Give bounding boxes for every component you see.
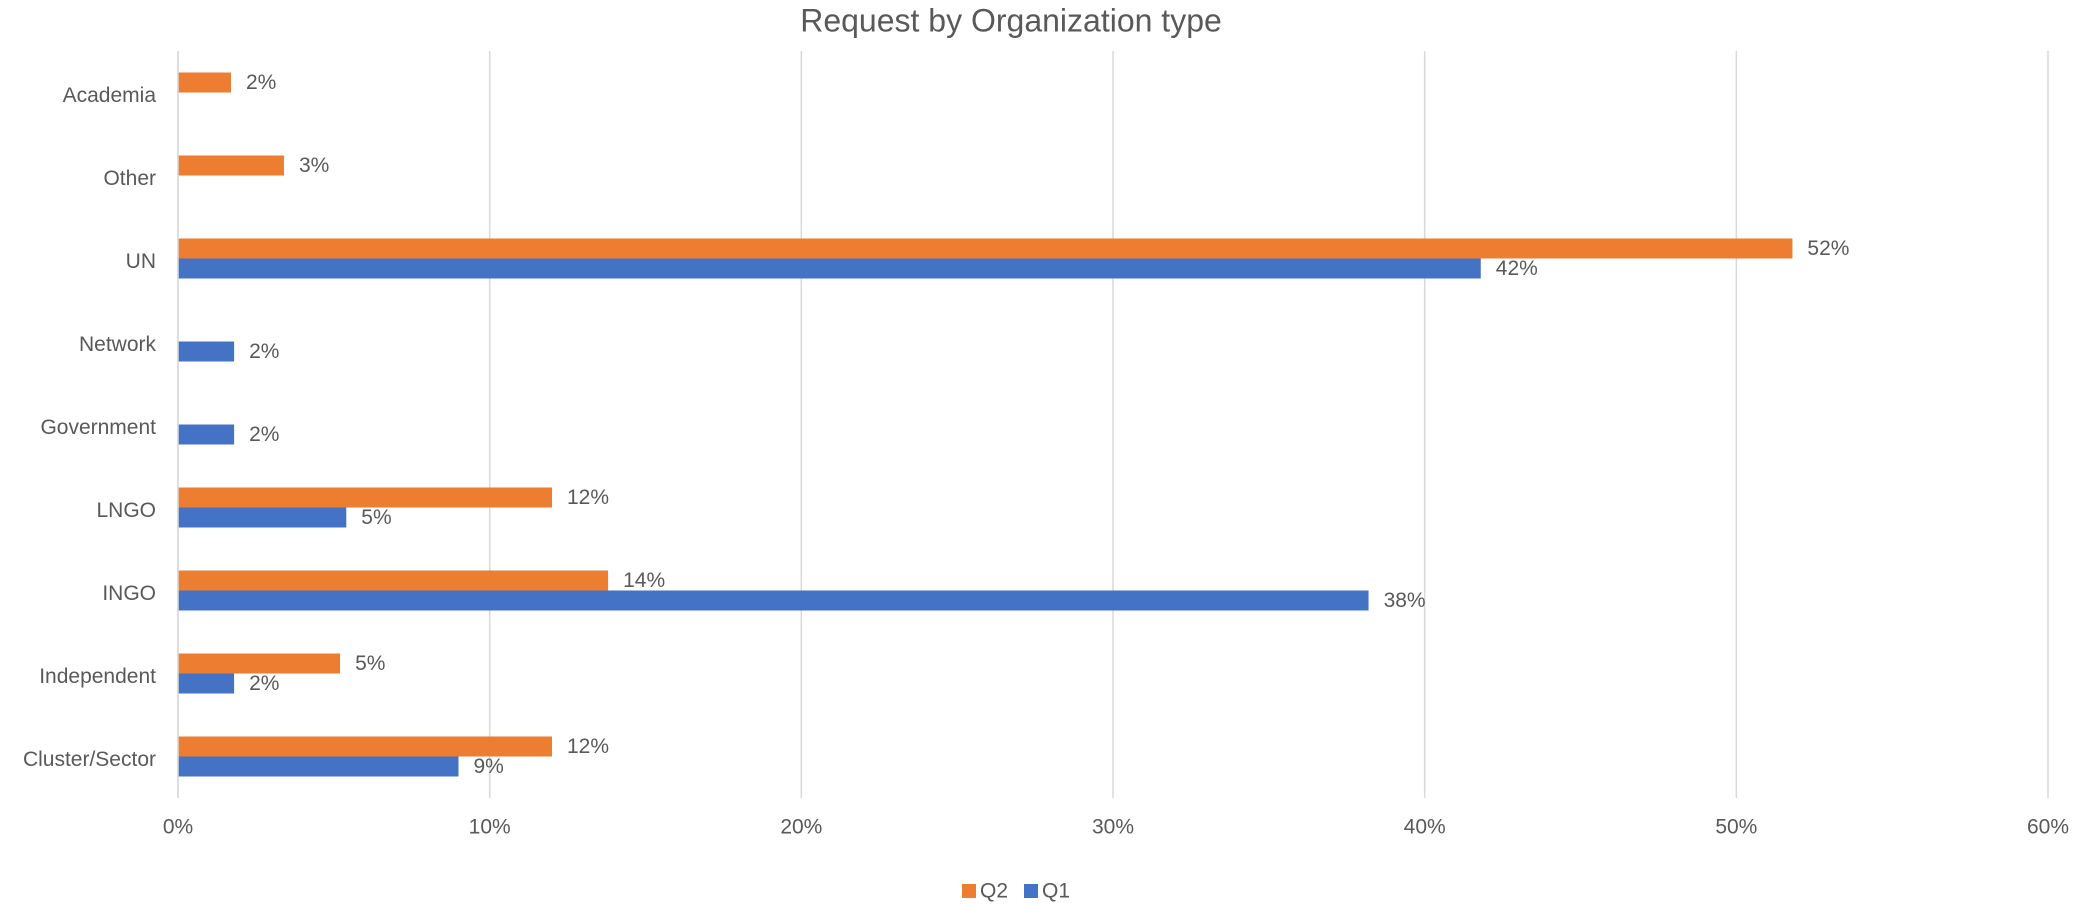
y-tick-label: Academia [63, 84, 157, 107]
bar [178, 653, 341, 674]
data-label: 38% [1384, 589, 1426, 612]
data-label: 2% [249, 423, 279, 446]
x-tick-label: 50% [1715, 816, 1757, 839]
x-tick-label: 60% [2027, 816, 2069, 839]
y-tick-label: Government [40, 416, 156, 439]
bar [178, 507, 347, 528]
bar [178, 238, 1793, 259]
data-label: 5% [361, 506, 391, 529]
data-label: 3% [299, 154, 329, 177]
legend-swatch [962, 884, 976, 898]
data-label: 12% [567, 486, 609, 509]
data-label: 9% [474, 755, 504, 778]
x-tick-label: 10% [469, 816, 511, 839]
data-label: 42% [1496, 257, 1538, 280]
bar [178, 258, 1481, 279]
data-label: 5% [355, 652, 385, 675]
y-tick-label: Network [79, 333, 157, 356]
y-tick-label: Independent [39, 665, 156, 688]
bar [178, 424, 235, 445]
data-label: 14% [623, 569, 665, 592]
bar [178, 756, 459, 777]
x-tick-label: 0% [163, 816, 193, 839]
x-tick-label: 20% [780, 816, 822, 839]
legend-swatch [1024, 884, 1038, 898]
bar [178, 570, 609, 591]
legend-label: Q1 [1042, 880, 1070, 903]
data-label: 2% [249, 672, 279, 695]
y-tick-label: UN [126, 250, 156, 273]
bar [178, 673, 235, 694]
bar [178, 72, 231, 93]
bar [178, 736, 552, 757]
bar [178, 341, 235, 362]
y-tick-label: Other [103, 167, 156, 190]
data-label: 2% [249, 340, 279, 363]
y-tick-label: INGO [102, 582, 156, 605]
bar [178, 487, 552, 508]
bar [178, 590, 1369, 611]
y-tick-label: LNGO [96, 499, 156, 522]
data-label: 2% [246, 71, 276, 94]
data-label: 12% [567, 735, 609, 758]
chart-title: Request by Organization type [800, 2, 1222, 38]
x-tick-label: 30% [1092, 816, 1134, 839]
data-label: 52% [1807, 237, 1849, 260]
legend-label: Q2 [980, 880, 1008, 903]
x-tick-label: 40% [1404, 816, 1446, 839]
y-tick-label: Cluster/Sector [23, 748, 156, 771]
bar [178, 155, 284, 176]
